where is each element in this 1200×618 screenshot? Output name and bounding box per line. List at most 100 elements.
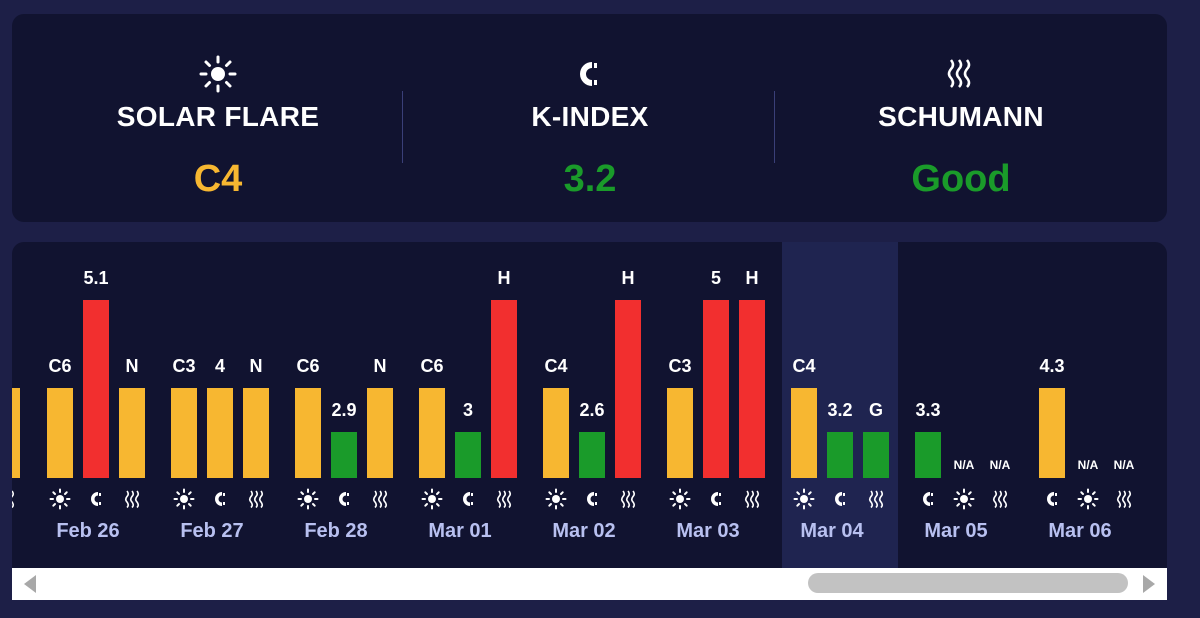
date-label: Mar 02 bbox=[552, 520, 616, 542]
scroll-left-arrow-icon[interactable] bbox=[24, 575, 36, 593]
kindex-bar-label: 5 bbox=[710, 268, 721, 288]
divider bbox=[774, 91, 775, 163]
schumann-bar bbox=[615, 300, 641, 478]
schumann-bar-label: N bbox=[125, 356, 139, 376]
schumann-bar-label: G bbox=[868, 400, 883, 420]
sun-icon bbox=[667, 488, 693, 510]
day-column: C4 3.2 G Mar 04 bbox=[791, 242, 915, 568]
k-index-metric: K-INDEX 3.2 bbox=[404, 14, 776, 222]
forecast-chart: I C6 5.1 N Feb 26 C3 4 N Feb 27 C6 2.9 N Feb 28 C6 3 H M… bbox=[12, 242, 1167, 568]
solar-flare-value: C4 bbox=[193, 158, 243, 200]
waves-icon bbox=[941, 54, 981, 94]
kindex-bar-label: 3 bbox=[462, 400, 473, 420]
magnet-icon bbox=[455, 488, 481, 510]
solar-bar bbox=[543, 388, 569, 478]
scroll-thumb[interactable] bbox=[808, 573, 1128, 593]
date-label: Mar 04 bbox=[800, 520, 864, 542]
kindex-bar-label: 4.3 bbox=[1039, 356, 1065, 376]
waves-icon bbox=[863, 488, 889, 510]
magnet-icon bbox=[915, 488, 941, 510]
day-column: 4.3 N/A N/A Mar 06 bbox=[1039, 242, 1163, 568]
kindex-bar bbox=[579, 432, 605, 478]
schumann-metric: SCHUMANN Good bbox=[775, 14, 1147, 222]
kindex-bar-label: 2.9 bbox=[331, 400, 357, 420]
sun-icon bbox=[791, 488, 817, 510]
solar-bar bbox=[419, 388, 445, 478]
kindex-bar bbox=[703, 300, 729, 478]
date-label: Feb 28 bbox=[304, 520, 368, 542]
kindex-bar bbox=[207, 388, 233, 478]
undefined-bar bbox=[12, 388, 20, 478]
solar-bar bbox=[791, 388, 817, 478]
solar-flare-label: SOLAR FLARE bbox=[116, 101, 320, 132]
day-column: C6 2.9 N Feb 28 bbox=[295, 242, 419, 568]
k-index-value: 3.2 bbox=[563, 158, 617, 200]
solar-bar bbox=[667, 388, 693, 478]
day-column: C3 4 N Feb 27 bbox=[171, 242, 295, 568]
sun-icon bbox=[171, 488, 197, 510]
solar-bar-label: N/A bbox=[1077, 458, 1099, 472]
kindex-bar bbox=[827, 432, 853, 478]
horizontal-scrollbar[interactable] bbox=[12, 568, 1167, 600]
schumann-bar-label: H bbox=[621, 268, 635, 288]
solar-bar-label: C4 bbox=[544, 356, 568, 376]
schumann-bar bbox=[863, 432, 889, 478]
magnet-icon bbox=[579, 488, 605, 510]
solar-bar-label: C4 bbox=[792, 356, 816, 376]
kindex-bar bbox=[331, 432, 357, 478]
day-column: C6 5.1 N Feb 26 bbox=[47, 242, 171, 568]
magnet-icon bbox=[83, 488, 109, 510]
waves-icon bbox=[119, 488, 145, 510]
magnet-icon bbox=[827, 488, 853, 510]
waves-icon bbox=[491, 488, 517, 510]
day-column: C3 5 H Mar 03 bbox=[667, 242, 791, 568]
day-column: 3.3 N/A N/A Mar 05 bbox=[915, 242, 1039, 568]
waves-icon bbox=[1111, 488, 1137, 510]
scroll-right-arrow-icon[interactable] bbox=[1143, 575, 1155, 593]
solar-bar bbox=[47, 388, 73, 478]
sun-icon bbox=[295, 488, 321, 510]
schumann-bar-label: N bbox=[249, 356, 263, 376]
divider bbox=[402, 91, 403, 163]
schumann-label: SCHUMANN bbox=[878, 101, 1044, 132]
date-label: Mar 01 bbox=[428, 520, 492, 542]
solar-bar bbox=[171, 388, 197, 478]
schumann-bar bbox=[119, 388, 145, 478]
sun-icon bbox=[1075, 488, 1101, 510]
magnet-icon bbox=[207, 488, 233, 510]
schumann-bar-label: N/A bbox=[989, 458, 1011, 472]
schumann-bar bbox=[739, 300, 765, 478]
summary-panel: SOLAR FLARE C4 K-INDEX 3.2 SCHUMANN bbox=[12, 14, 1167, 222]
day-column: C4 2.6 H Mar 02 bbox=[543, 242, 667, 568]
magnet-icon bbox=[570, 54, 610, 94]
solar-bar-label: C6 bbox=[48, 356, 72, 376]
kindex-bar-label: 2.6 bbox=[579, 400, 605, 420]
waves-icon bbox=[243, 488, 269, 510]
magnet-icon bbox=[1039, 488, 1065, 510]
date-label: Feb 26 bbox=[56, 520, 120, 542]
schumann-bar bbox=[367, 388, 393, 478]
solar-bar-label: N/A bbox=[953, 458, 975, 472]
previous-day-partial: I bbox=[12, 242, 42, 568]
sun-icon bbox=[198, 54, 238, 94]
solar-bar-label: C3 bbox=[172, 356, 196, 376]
waves-icon bbox=[367, 488, 393, 510]
waves-icon bbox=[739, 488, 765, 510]
undefined-bar-label: I bbox=[12, 356, 27, 377]
waves-icon bbox=[987, 488, 1013, 510]
solar-bar-label: C3 bbox=[668, 356, 692, 376]
solar-bar bbox=[295, 388, 321, 478]
kindex-bar-label: 5.1 bbox=[83, 268, 109, 288]
kindex-bar-label: 3.3 bbox=[915, 400, 941, 420]
date-label: Feb 27 bbox=[180, 520, 244, 542]
solar-flare-metric: SOLAR FLARE C4 bbox=[32, 14, 404, 222]
schumann-bar-label: H bbox=[497, 268, 511, 288]
schumann-bar-label: N bbox=[373, 356, 387, 376]
date-label: Mar 05 bbox=[924, 520, 988, 542]
kindex-bar bbox=[1039, 388, 1065, 478]
schumann-bar-label: H bbox=[745, 268, 759, 288]
kindex-bar bbox=[455, 432, 481, 478]
day-column: C6 3 H Mar 01 bbox=[419, 242, 543, 568]
solar-bar-label: C6 bbox=[420, 356, 444, 376]
solar-bar-label: C6 bbox=[296, 356, 320, 376]
